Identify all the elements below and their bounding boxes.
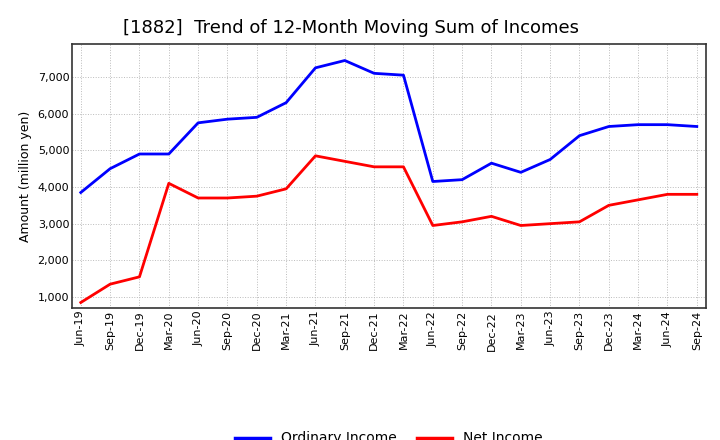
Net Income [428, 223, 437, 228]
Legend: Ordinary Income, Net Income: Ordinary Income, Net Income [229, 426, 549, 440]
Ordinary Income [76, 190, 85, 195]
Net Income [546, 221, 554, 226]
Y-axis label: Amount (million yen): Amount (million yen) [19, 110, 32, 242]
Net Income [516, 223, 525, 228]
Net Income [253, 194, 261, 199]
Net Income [693, 192, 701, 197]
Ordinary Income [605, 124, 613, 129]
Net Income [341, 159, 349, 164]
Line: Ordinary Income: Ordinary Income [81, 60, 697, 193]
Ordinary Income [282, 100, 290, 105]
Ordinary Income [399, 73, 408, 78]
Ordinary Income [575, 133, 584, 138]
Ordinary Income [663, 122, 672, 127]
Ordinary Income [164, 151, 173, 157]
Text: [1882]  Trend of 12-Month Moving Sum of Incomes: [1882] Trend of 12-Month Moving Sum of I… [122, 19, 579, 37]
Ordinary Income [135, 151, 144, 157]
Net Income [370, 164, 379, 169]
Net Income [399, 164, 408, 169]
Net Income [458, 219, 467, 224]
Ordinary Income [370, 71, 379, 76]
Net Income [164, 181, 173, 186]
Ordinary Income [693, 124, 701, 129]
Net Income [223, 195, 232, 201]
Ordinary Income [428, 179, 437, 184]
Ordinary Income [194, 120, 202, 125]
Ordinary Income [516, 170, 525, 175]
Net Income [106, 282, 114, 287]
Net Income [76, 300, 85, 305]
Ordinary Income [546, 157, 554, 162]
Net Income [135, 274, 144, 279]
Net Income [194, 195, 202, 201]
Ordinary Income [341, 58, 349, 63]
Ordinary Income [458, 177, 467, 182]
Net Income [663, 192, 672, 197]
Ordinary Income [223, 117, 232, 122]
Net Income [282, 186, 290, 191]
Ordinary Income [106, 166, 114, 171]
Net Income [487, 214, 496, 219]
Line: Net Income: Net Income [81, 156, 697, 303]
Net Income [311, 153, 320, 158]
Net Income [634, 197, 642, 202]
Net Income [575, 219, 584, 224]
Net Income [605, 203, 613, 208]
Ordinary Income [634, 122, 642, 127]
Ordinary Income [487, 161, 496, 166]
Ordinary Income [311, 65, 320, 70]
Ordinary Income [253, 115, 261, 120]
